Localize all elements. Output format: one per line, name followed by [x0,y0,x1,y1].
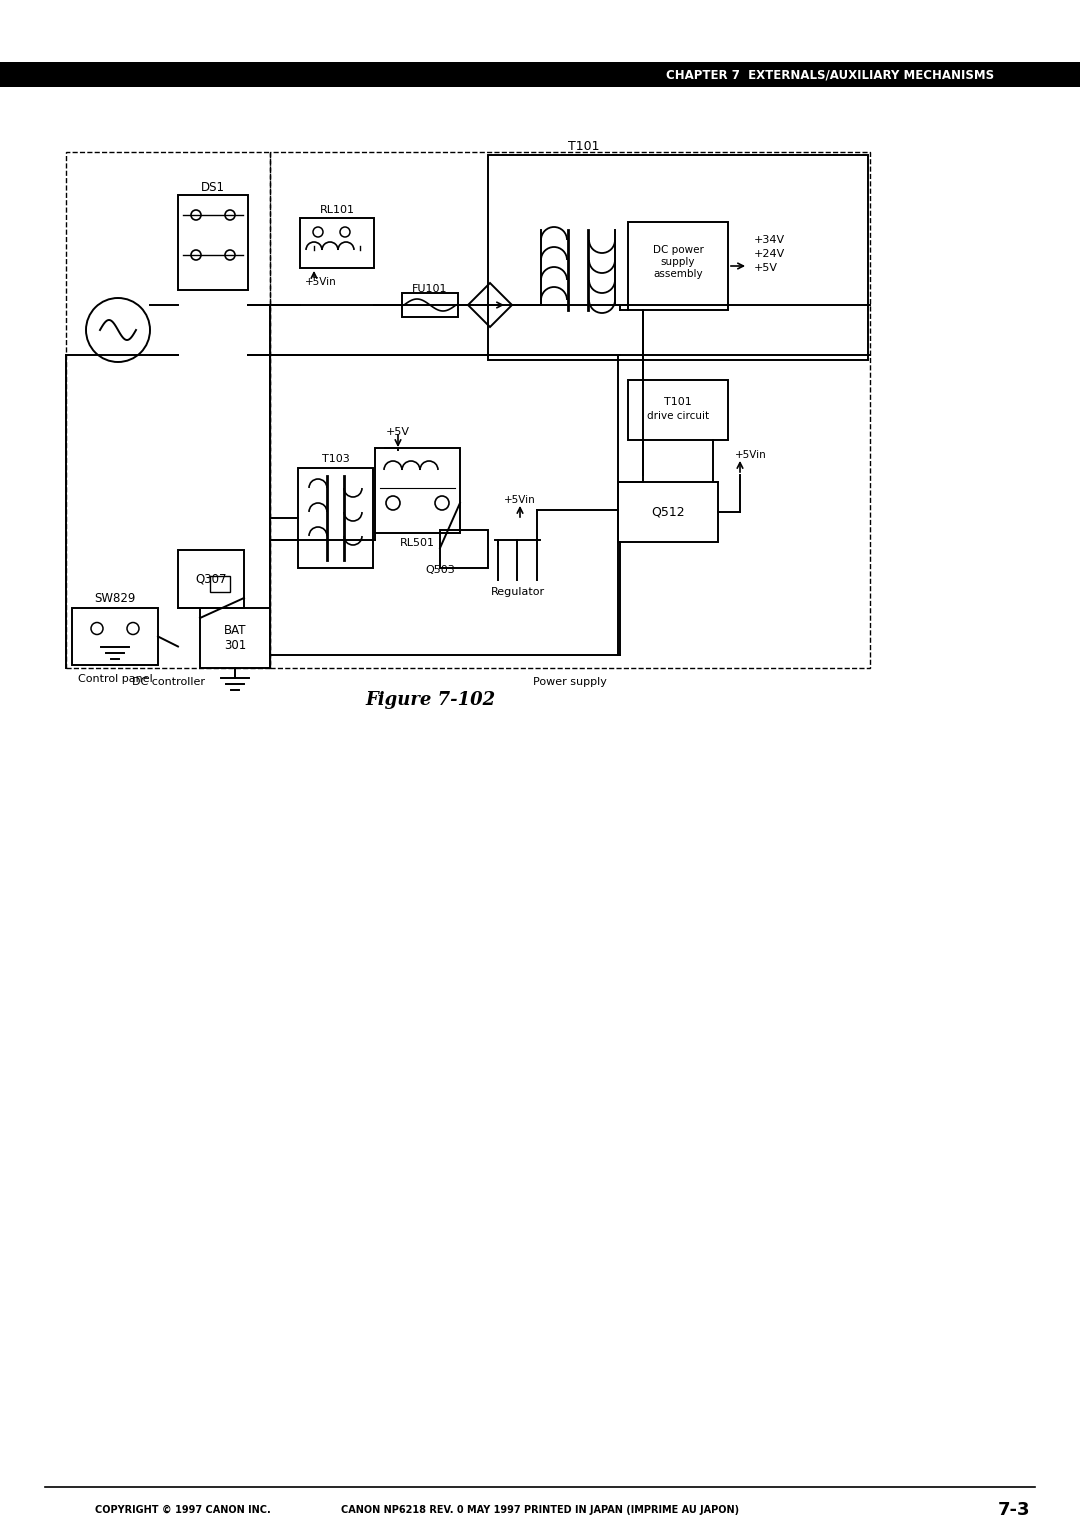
Bar [178,550,244,608]
Text: CANON NP6218 REV. 0 MAY 1997 PRINTED IN JAPAN (IMPRIME AU JAPON): CANON NP6218 REV. 0 MAY 1997 PRINTED IN … [341,1505,739,1514]
Bar [0,63,1080,87]
Bar [210,576,230,591]
Text: BAT: BAT [224,623,246,637]
Bar [618,481,718,542]
Text: 7-3: 7-3 [998,1500,1030,1519]
Bar [402,293,458,316]
Text: RL101: RL101 [320,205,354,215]
Bar [1036,63,1080,87]
Text: Q307: Q307 [195,573,227,585]
Text: +5V: +5V [754,263,778,274]
Text: Power supply: Power supply [534,677,607,688]
Text: Figure 7-102: Figure 7-102 [365,691,495,709]
Text: Q512: Q512 [651,506,685,518]
Text: supply: supply [661,257,696,267]
Text: 301: 301 [224,639,246,651]
Bar [627,222,728,310]
Bar [178,196,248,290]
Bar [72,608,158,665]
Bar [200,608,270,668]
Text: DC power: DC power [652,244,703,255]
Text: Control panel: Control panel [78,674,152,685]
Bar [440,530,488,568]
Text: DS1: DS1 [201,180,225,194]
Text: DC controller: DC controller [132,677,204,688]
Bar [66,151,270,668]
Text: T103: T103 [322,454,349,465]
Bar [375,448,460,533]
Text: CHAPTER 7  EXTERNALS/AUXILIARY MECHANISMS: CHAPTER 7 EXTERNALS/AUXILIARY MECHANISMS [666,69,994,81]
Text: +34V: +34V [754,235,785,244]
Bar [488,154,868,361]
Text: T101: T101 [568,139,599,153]
Text: +5Vin: +5Vin [504,495,536,504]
Bar [627,380,728,440]
Text: Regulator: Regulator [490,587,544,597]
Text: +5Vin: +5Vin [735,451,767,460]
Text: T101: T101 [664,397,692,406]
Text: +5V: +5V [386,426,410,437]
Text: drive circuit: drive circuit [647,411,710,422]
Text: SW829: SW829 [94,591,136,605]
Bar [298,468,373,568]
Text: Q503: Q503 [426,565,455,575]
Text: COPYRIGHT © 1997 CANON INC.: COPYRIGHT © 1997 CANON INC. [95,1505,271,1514]
Text: +24V: +24V [754,249,785,260]
Text: RL501: RL501 [400,538,435,549]
Text: FU101: FU101 [413,284,448,293]
Bar [270,151,870,668]
Bar [300,219,374,267]
Text: +5Vin: +5Vin [305,277,337,287]
Text: assembly: assembly [653,269,703,280]
